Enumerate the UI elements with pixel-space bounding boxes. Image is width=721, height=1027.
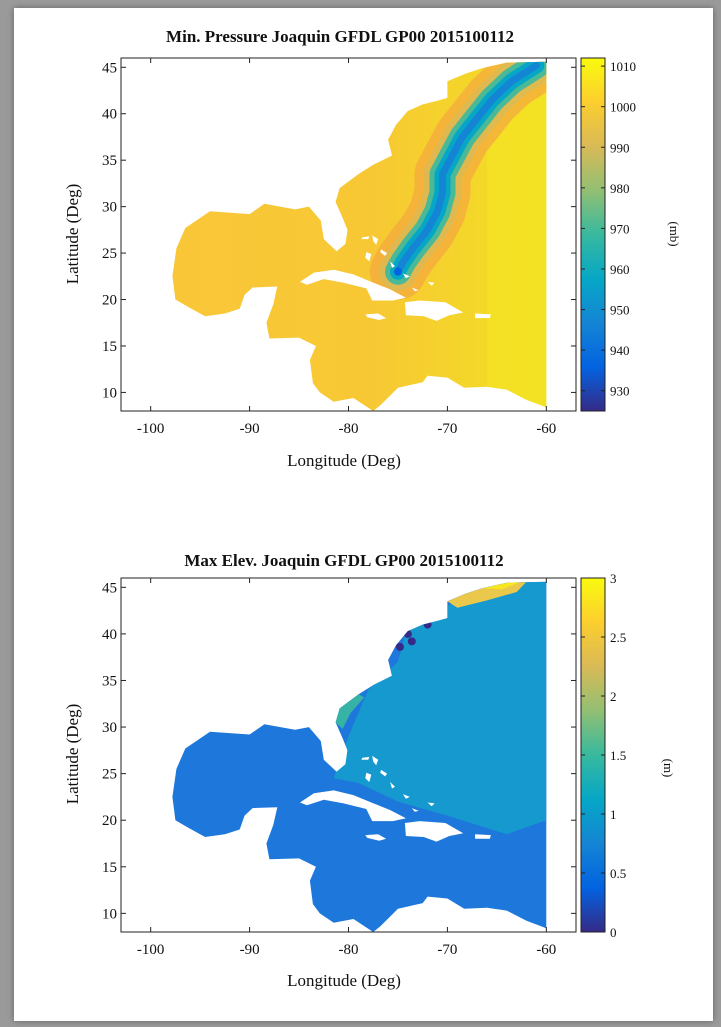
- elevation-colorbar: 0 0.5 1 1.5 2 2.5 3 (m): [580, 571, 676, 940]
- figure-window: Min. Pressure Joaquin GFDL GP00 20151001…: [14, 8, 713, 1021]
- pressure-title: Min. Pressure Joaquin GFDL GP00 20151001…: [166, 27, 514, 46]
- elevation-island: [411, 808, 419, 812]
- pressure-x-tick-label: -90: [240, 421, 260, 437]
- pressure-x-tick-label: -80: [339, 421, 359, 437]
- elevation-y-tick-label: 20: [102, 813, 117, 829]
- elevation-island: [380, 769, 388, 777]
- pressure-island: [427, 281, 435, 286]
- pressure-colorbar-tick-label: 990: [610, 140, 630, 155]
- pressure-panel: Min. Pressure Joaquin GFDL GP00 20151001…: [63, 27, 682, 470]
- pressure-y-tick-label: 35: [102, 153, 117, 169]
- elevation-colorbar-tick-label: 1: [610, 807, 617, 822]
- elevation-panel: Max Elev. Joaquin GFDL GP00 2015100112 -…: [63, 551, 676, 990]
- elevation-x-tick-label: -80: [339, 942, 359, 958]
- pressure-plot-area: -100 -90 -80 -70 -60 10 15 20 25 30 35 40 45: [102, 57, 577, 437]
- pressure-colorbar-tick-label: 980: [610, 181, 630, 196]
- pressure-minimum-marker: [393, 267, 402, 276]
- pressure-y-tick-label: 20: [102, 293, 117, 309]
- pressure-colorbar-gradient: [580, 57, 606, 412]
- pressure-y-ticks: 10 15 20 25 30 35 40 45: [102, 60, 576, 401]
- elevation-colorbar-tick-label: 0: [610, 925, 617, 940]
- pressure-colorbar: 930 940 950 960 970 980 990 1000 1010 (mb): [580, 57, 682, 412]
- elevation-island: [361, 756, 370, 760]
- elevation-island: [404, 821, 464, 842]
- elevation-x-tick-label: -90: [240, 942, 260, 958]
- pressure-y-axis-label: Latitude (Deg): [63, 184, 82, 285]
- pressure-island: [475, 313, 491, 319]
- elevation-island: [390, 782, 395, 789]
- pressure-island: [372, 235, 379, 245]
- pressure-colorbar-tick-label: 970: [610, 221, 630, 236]
- pressure-island: [404, 300, 464, 321]
- elevation-island: [427, 802, 435, 807]
- pressure-x-tick-label: -100: [137, 421, 165, 437]
- elevation-x-tick-label: -70: [437, 942, 457, 958]
- pressure-island: [402, 273, 410, 279]
- elevation-colorbar-tick-label: 1.5: [610, 748, 626, 763]
- pressure-island: [300, 269, 406, 301]
- pressure-y-tick-label: 45: [102, 60, 117, 76]
- elevation-x-tick-label: -100: [137, 942, 165, 958]
- pressure-y-tick-label: 30: [102, 200, 117, 216]
- elevation-y-tick-label: 10: [102, 906, 117, 922]
- pressure-colorbar-tick-label: 950: [610, 303, 630, 318]
- elevation-colorbar-label: (m): [661, 759, 676, 778]
- elevation-island: [372, 755, 379, 766]
- pressure-island: [365, 252, 372, 262]
- pressure-x-axis-label: Longitude (Deg): [287, 451, 401, 470]
- elevation-plot-area: -100 -90 -80 -70 -60 10 15 20 25 30 35 40 45: [102, 577, 577, 958]
- pressure-colorbar-ticks: 930 940 950 960 970 980 990 1000 1010: [581, 59, 636, 399]
- pressure-colorbar-tick-label: 960: [610, 262, 630, 277]
- pressure-colorbar-tick-label: 930: [610, 384, 630, 399]
- pressure-colorbar-tick-label: 1010: [610, 59, 636, 74]
- elevation-low-spot: [395, 642, 404, 651]
- elevation-island: [300, 790, 406, 822]
- figure-canvas: Min. Pressure Joaquin GFDL GP00 20151001…: [63, 27, 682, 990]
- elevation-island: [365, 834, 387, 841]
- elevation-y-tick-label: 45: [102, 580, 117, 596]
- pressure-colorbar-tick-label: 1000: [610, 100, 636, 115]
- pressure-y-tick-label: 15: [102, 339, 117, 355]
- elevation-y-tick-label: 35: [102, 673, 117, 689]
- pressure-x-tick-label: -70: [437, 421, 457, 437]
- elevation-y-tick-label: 15: [102, 860, 117, 876]
- elevation-island: [365, 772, 372, 782]
- pressure-island: [390, 261, 395, 268]
- pressure-island: [365, 313, 387, 320]
- elevation-gulf-of-maine-high: [447, 581, 527, 608]
- elevation-atlantic-field: [333, 581, 547, 835]
- elevation-island: [475, 834, 491, 839]
- pressure-island: [361, 236, 370, 240]
- elevation-island: [402, 794, 410, 799]
- pressure-y-tick-label: 40: [102, 107, 117, 123]
- elevation-bay-of-fundy-high: [482, 581, 522, 590]
- elevation-y-tick-label: 40: [102, 627, 117, 643]
- pressure-x-tick-label: -60: [536, 421, 556, 437]
- elevation-colorbar-tick-label: 0.5: [610, 866, 626, 881]
- pressure-colorbar-label: (mb): [667, 221, 682, 246]
- elevation-low-spot: [407, 637, 416, 646]
- elevation-colorbar-tick-label: 3: [610, 571, 617, 586]
- elevation-title: Max Elev. Joaquin GFDL GP00 2015100112: [184, 551, 503, 570]
- elevation-y-axis-label: Latitude (Deg): [63, 704, 82, 805]
- pressure-y-tick-label: 25: [102, 246, 117, 262]
- elevation-shelf-high: [335, 694, 365, 729]
- elevation-colorbar-tick-label: 2.5: [610, 630, 626, 645]
- elevation-y-tick-label: 30: [102, 720, 117, 736]
- elevation-x-tick-label: -60: [536, 942, 556, 958]
- pressure-island: [411, 287, 419, 292]
- pressure-colorbar-tick-label: 940: [610, 343, 630, 358]
- elevation-colorbar-tick-label: 2: [610, 689, 617, 704]
- elevation-colorbar-ticks: 0 0.5 1 1.5 2 2.5 3: [581, 571, 626, 940]
- pressure-track-line: [394, 61, 540, 276]
- elevation-x-ticks: -100 -90 -80 -70 -60: [137, 578, 556, 958]
- elevation-y-tick-label: 25: [102, 767, 117, 783]
- elevation-x-axis-label: Longitude (Deg): [287, 971, 401, 990]
- pressure-x-ticks: -100 -90 -80 -70 -60: [137, 58, 556, 437]
- pressure-y-tick-label: 10: [102, 385, 117, 401]
- pressure-island: [380, 249, 388, 256]
- elevation-y-ticks: 10 15 20 25 30 35 40 45: [102, 580, 576, 922]
